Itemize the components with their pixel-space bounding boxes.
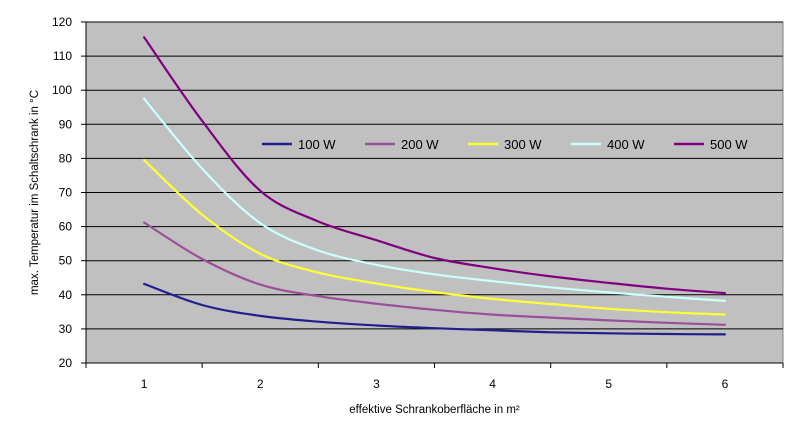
series-line: [143, 36, 726, 295]
x-tick-label: 3: [373, 377, 380, 391]
series-line: [143, 282, 726, 336]
series-lines: [143, 36, 726, 336]
x-tick-label: 1: [141, 377, 148, 391]
x-axis-title: effektive Schrankoberfläche in m²: [349, 404, 520, 416]
legend-label: 500 W: [710, 137, 748, 152]
y-tick-label: 30: [59, 322, 73, 336]
gridlines: [81, 21, 783, 364]
y-tick-label: 90: [59, 117, 73, 131]
y-tick-label: 110: [53, 49, 72, 63]
y-tick-label: 80: [59, 151, 73, 165]
x-tick-label: 5: [605, 377, 612, 391]
y-tick-label: 70: [59, 186, 73, 200]
legend-label: 200 W: [401, 137, 439, 152]
series-line: [143, 97, 726, 302]
y-tick-label: 50: [59, 254, 73, 268]
y-tick-label: 120: [52, 15, 72, 29]
series-line: [143, 159, 726, 316]
y-tick-label: 20: [59, 356, 73, 370]
legend-label: 100 W: [298, 137, 336, 152]
series-line: [143, 221, 726, 326]
x-tick-label: 6: [722, 377, 729, 391]
x-tick-label: 4: [489, 377, 496, 391]
legend-label: 300 W: [504, 137, 542, 152]
y-tick-labels: 20 30 40 50 60 70 80 90 100 110 120: [52, 15, 72, 370]
y-axis-title: max. Temperatur im Schaltschrank in °C: [29, 90, 41, 295]
legend: 100 W 200 W 300 W 400 W 500 W: [262, 137, 748, 152]
y-tick-label: 40: [59, 288, 73, 302]
axes: [85, 22, 784, 368]
x-tick-label: 2: [257, 377, 264, 391]
y-tick-label: 60: [59, 220, 73, 234]
y-tick-label: 100: [52, 83, 72, 97]
legend-label: 400 W: [607, 137, 645, 152]
x-tick-labels: 1 2 3 4 5 6: [141, 377, 729, 391]
